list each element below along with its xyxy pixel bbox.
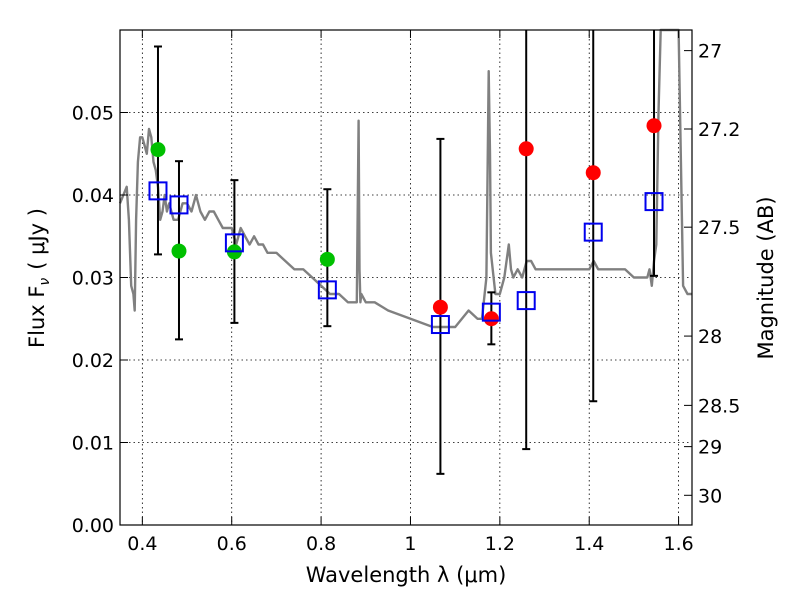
model-square-marker — [169, 195, 189, 215]
model-square-marker — [481, 302, 501, 322]
y-tick-label: 0.04 — [72, 185, 114, 207]
green-observed-marker — [171, 243, 187, 259]
y-axis-title: Flux Fν ( μJy ) — [25, 208, 53, 348]
y-tick-label: 0.00 — [72, 515, 114, 537]
tick-layer: 0.4 0.6 0.8 1 1.2 1.4 1.6 0.00 0.01 0.02 0.03 0.04 0… — [72, 30, 740, 555]
model-square-marker — [224, 233, 244, 253]
y2-axis-title: Magnitude (AB) — [754, 196, 778, 359]
y2-tick-label: 30 — [698, 485, 722, 507]
x-tick-label: 1.2 — [485, 533, 515, 555]
x-tick-label: 0.4 — [127, 533, 157, 555]
y-axis-title-text: Flux F — [25, 286, 49, 348]
model-square-marker — [516, 291, 536, 311]
grid-layer — [120, 30, 692, 525]
y-axis-title-unit: ( μJy ) — [25, 208, 49, 270]
green-observed-marker — [150, 142, 166, 158]
y2-tick-label: 27 — [698, 41, 722, 63]
y2-tick-label: 27.5 — [698, 217, 740, 239]
spectrum-line — [118, 28, 692, 329]
y-tick-label: 0.02 — [72, 350, 114, 372]
y-tick-label: 0.01 — [72, 433, 114, 455]
marker-layer — [148, 118, 664, 335]
green-observed-marker — [319, 251, 335, 267]
red-observed-marker — [432, 299, 448, 315]
x-axis-title: Wavelength λ (μm) — [306, 563, 507, 587]
red-observed-marker — [483, 311, 499, 327]
y-tick-label: 0.05 — [72, 103, 114, 125]
y2-tick-label: 27.2 — [698, 119, 740, 141]
x-tick-label: 1.4 — [574, 533, 604, 555]
model-square-marker — [148, 181, 168, 201]
x-tick-label: 1 — [404, 533, 416, 555]
red-observed-marker — [646, 118, 662, 134]
spectrum-layer — [118, 28, 692, 329]
y-tick-label: 0.03 — [72, 268, 114, 290]
y2-tick-label: 28.5 — [698, 395, 740, 417]
x-tick-label: 1.6 — [663, 533, 693, 555]
red-observed-marker — [518, 141, 534, 157]
model-square-marker — [317, 280, 337, 300]
y2-tick-label: 29 — [698, 437, 722, 459]
x-tick-label: 0.8 — [306, 533, 336, 555]
model-square-marker — [430, 315, 450, 335]
svg-text:Flux Fν( μJy ): Flux Fν ( μJy ) — [25, 208, 53, 348]
model-square-marker — [644, 192, 664, 212]
model-square-marker — [583, 222, 603, 242]
y-axis-title-subscript: ν — [37, 278, 53, 286]
y2-tick-label: 28 — [698, 326, 722, 348]
red-observed-marker — [585, 165, 601, 181]
x-tick-label: 0.6 — [217, 533, 247, 555]
